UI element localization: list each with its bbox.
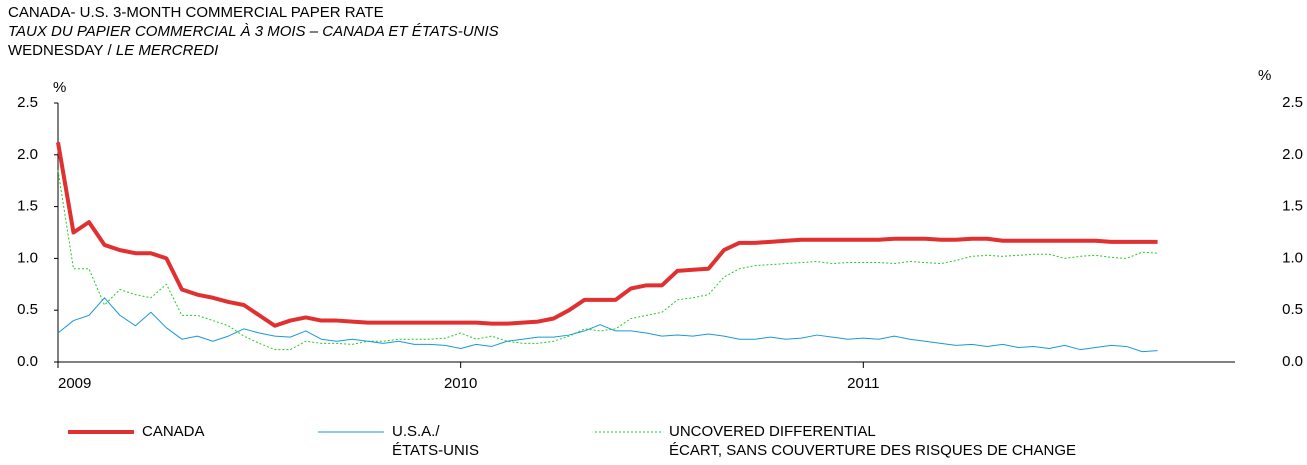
x-tick-label: 2009 xyxy=(58,375,91,392)
y-unit: % xyxy=(53,79,66,96)
legend-label: U.S.A./ ÉTATS-UNIS xyxy=(392,423,479,459)
y2-tick-label: 0.5 xyxy=(1282,301,1303,318)
y2-tick-label: 1.5 xyxy=(1282,198,1303,215)
y-tick-label: 0.0 xyxy=(17,353,38,370)
note: WEDNESDAY / LE MERCREDI xyxy=(8,42,218,59)
chart-subtitle: TAUX DU PAPIER COMMERCIAL À 3 MOIS – CAN… xyxy=(8,23,499,40)
y2-tick-label: 2.0 xyxy=(1282,146,1303,163)
y2-tick-label: 1.0 xyxy=(1282,249,1303,266)
x-tick-label: 2010 xyxy=(444,375,477,392)
y-tick-label: 2.0 xyxy=(17,146,38,163)
legend-label-line: ÉCART, SANS COUVERTURE DES RISQUES DE CH… xyxy=(669,442,1076,459)
x-tick-label: 2011 xyxy=(847,375,879,392)
series-line xyxy=(57,170,1158,351)
legend-label-line: U.S.A./ xyxy=(392,423,440,440)
legend-label: UNCOVERED DIFFERENTIAL ÉCART, SANS COUVER… xyxy=(669,423,1076,459)
y2-tick-label: 0.0 xyxy=(1282,353,1303,370)
y-tick-label: 1.5 xyxy=(17,198,38,215)
y2-unit: % xyxy=(1258,67,1271,84)
note-en: WEDNESDAY / xyxy=(8,42,112,59)
legend-label-line: ÉTATS-UNIS xyxy=(392,442,479,459)
legend-label: CANADA xyxy=(142,423,205,440)
series-line xyxy=(57,297,1158,353)
chart-title: CANADA- U.S. 3-MONTH COMMERCIAL PAPER RA… xyxy=(8,4,384,21)
y-tick-label: 1.0 xyxy=(17,249,38,266)
y2-tick-label: 2.5 xyxy=(1282,94,1303,111)
note-fr: LE MERCREDI xyxy=(116,42,219,59)
y-tick-label: 2.5 xyxy=(17,94,38,111)
legend-label-line: CANADA xyxy=(142,423,205,440)
series-line xyxy=(56,142,1158,328)
legend-label-line: UNCOVERED DIFFERENTIAL xyxy=(669,423,876,440)
y-tick-label: 0.5 xyxy=(17,301,38,318)
